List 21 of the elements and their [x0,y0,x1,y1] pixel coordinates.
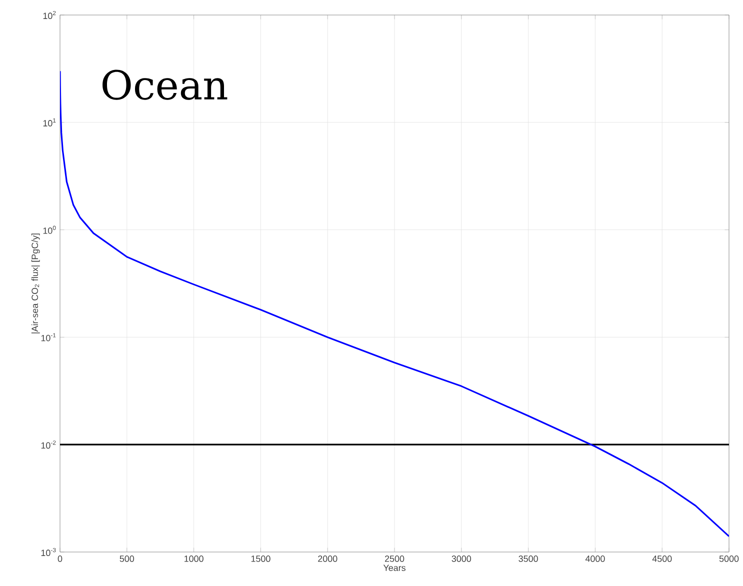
x-tick-label: 4500 [652,556,672,562]
y-tick-label: 10$^{-3}$ [41,548,56,556]
x-tick-label: 1000 [184,556,204,562]
x-axis-title: Years [383,564,406,571]
x-tick-label: 4000 [585,556,605,562]
x-tick-label: 5000 [719,556,739,562]
x-tick-label: 3000 [452,556,472,562]
x-tick-label: 500 [120,556,134,562]
y-tick-label: 10$^{1}$ [43,118,56,126]
line-series [60,70,730,538]
y-tick-label: 10$^{2}$ [43,10,56,20]
y-tick-label: 10$^{-1}$ [41,333,56,342]
x-tick-label: 3500 [518,556,538,562]
y-axis-title: |Air-sea CO$_{2}$ flux| [PgC/y] [31,234,40,334]
x-tick-label: 0 [58,556,62,562]
x-tick-label: 1500 [251,556,270,562]
x-tick-label: 2500 [384,556,404,562]
annotation: Ocean [102,70,228,100]
y-tick-label: 10$^{0}$ [43,226,56,234]
y-tick-label: 10$^{-2}$ [41,440,56,449]
x-tick-label: 2000 [318,556,338,562]
